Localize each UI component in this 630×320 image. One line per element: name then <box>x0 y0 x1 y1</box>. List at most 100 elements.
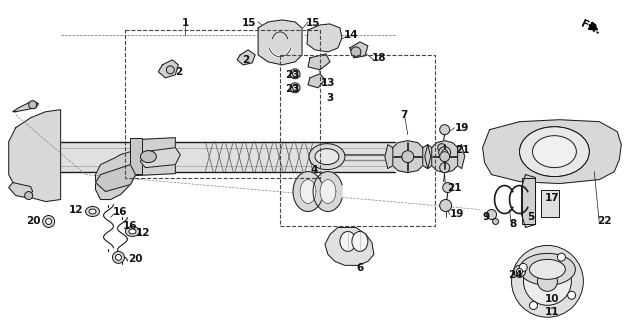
Ellipse shape <box>89 209 96 214</box>
Text: 22: 22 <box>597 216 612 227</box>
Text: 8: 8 <box>510 220 517 229</box>
Ellipse shape <box>352 231 368 252</box>
Polygon shape <box>325 228 374 265</box>
Polygon shape <box>308 54 330 70</box>
Polygon shape <box>350 42 368 58</box>
Text: 13: 13 <box>321 78 336 88</box>
Bar <box>125 30 320 178</box>
Circle shape <box>440 200 452 212</box>
Circle shape <box>440 152 450 162</box>
Text: 7: 7 <box>400 110 407 120</box>
Polygon shape <box>293 172 322 212</box>
Text: 16: 16 <box>113 207 127 218</box>
Polygon shape <box>430 141 460 172</box>
Text: 17: 17 <box>544 193 559 203</box>
Circle shape <box>440 125 450 135</box>
Text: 19: 19 <box>455 123 469 133</box>
Circle shape <box>519 263 527 271</box>
Ellipse shape <box>340 231 356 252</box>
Text: 2: 2 <box>242 55 249 65</box>
Polygon shape <box>320 180 336 204</box>
Polygon shape <box>423 145 431 169</box>
Ellipse shape <box>140 151 156 163</box>
Text: 16: 16 <box>122 221 137 231</box>
Circle shape <box>292 85 297 90</box>
Ellipse shape <box>532 136 576 168</box>
Circle shape <box>568 291 576 299</box>
Text: 1: 1 <box>181 18 189 28</box>
Circle shape <box>517 268 522 274</box>
Circle shape <box>29 101 37 109</box>
Circle shape <box>166 66 175 74</box>
Text: 21: 21 <box>447 182 461 193</box>
Text: 10: 10 <box>545 294 559 304</box>
Text: 15: 15 <box>242 18 256 28</box>
Text: FR.: FR. <box>580 19 602 37</box>
Text: 23: 23 <box>285 70 300 80</box>
Polygon shape <box>9 110 60 202</box>
Circle shape <box>45 219 52 224</box>
Circle shape <box>115 254 122 260</box>
Polygon shape <box>308 74 325 88</box>
Polygon shape <box>457 145 465 169</box>
Text: 12: 12 <box>69 204 84 214</box>
Text: 19: 19 <box>450 210 464 220</box>
Text: 20: 20 <box>129 254 143 264</box>
Ellipse shape <box>520 127 589 177</box>
Circle shape <box>512 245 583 317</box>
Ellipse shape <box>309 144 345 170</box>
Polygon shape <box>391 141 425 172</box>
Circle shape <box>292 71 297 76</box>
Polygon shape <box>307 24 342 52</box>
Text: 15: 15 <box>306 18 321 28</box>
Polygon shape <box>9 183 33 197</box>
Text: 3: 3 <box>326 93 333 103</box>
Circle shape <box>442 150 448 156</box>
Text: 20: 20 <box>26 216 41 227</box>
Text: 14: 14 <box>344 30 358 40</box>
Text: 18: 18 <box>372 53 386 63</box>
Circle shape <box>25 192 33 200</box>
Ellipse shape <box>125 227 139 236</box>
Polygon shape <box>96 138 175 200</box>
Circle shape <box>440 163 450 172</box>
Circle shape <box>438 144 445 152</box>
Text: 11: 11 <box>545 307 559 317</box>
Bar <box>60 142 395 172</box>
Ellipse shape <box>86 206 100 217</box>
Text: 2: 2 <box>175 67 183 77</box>
Text: 23: 23 <box>285 84 300 94</box>
Polygon shape <box>483 120 621 184</box>
Text: 6: 6 <box>357 263 364 273</box>
Circle shape <box>43 215 55 228</box>
Circle shape <box>290 69 300 79</box>
Circle shape <box>402 151 414 163</box>
Text: 9: 9 <box>483 212 490 222</box>
Text: 4: 4 <box>311 164 318 175</box>
Polygon shape <box>300 180 316 204</box>
Polygon shape <box>158 60 178 78</box>
Polygon shape <box>140 148 180 168</box>
Circle shape <box>529 301 537 309</box>
Polygon shape <box>425 145 432 169</box>
Polygon shape <box>313 172 342 212</box>
Text: 21: 21 <box>455 145 469 155</box>
Ellipse shape <box>520 253 575 285</box>
Circle shape <box>493 219 498 224</box>
Polygon shape <box>13 101 38 112</box>
Circle shape <box>486 210 496 220</box>
Bar <box>130 138 142 173</box>
Bar <box>280 55 435 227</box>
Circle shape <box>537 271 558 291</box>
Circle shape <box>290 83 300 93</box>
Ellipse shape <box>529 260 565 279</box>
Polygon shape <box>258 20 302 65</box>
Ellipse shape <box>315 149 339 164</box>
Text: 24: 24 <box>508 270 522 280</box>
Polygon shape <box>385 145 393 169</box>
Ellipse shape <box>129 229 136 234</box>
Circle shape <box>438 147 450 159</box>
Polygon shape <box>96 164 135 192</box>
Text: 5: 5 <box>527 212 535 222</box>
Polygon shape <box>522 175 536 228</box>
